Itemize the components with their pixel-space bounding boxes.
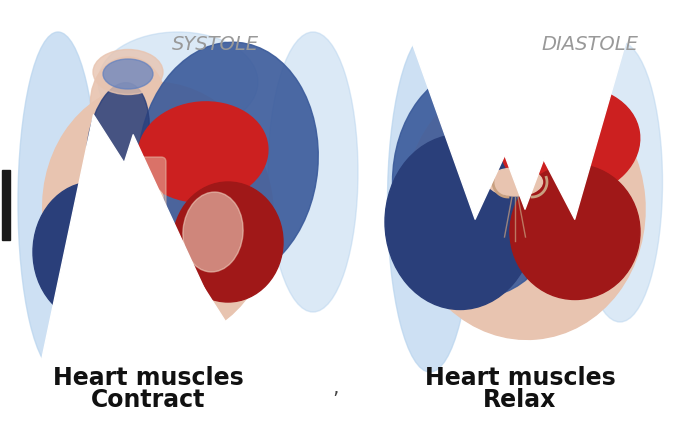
Ellipse shape: [488, 168, 543, 196]
Ellipse shape: [18, 32, 98, 372]
Ellipse shape: [473, 57, 537, 97]
Text: DIASTOLE: DIASTOLE: [541, 36, 639, 55]
Ellipse shape: [103, 59, 153, 89]
Ellipse shape: [113, 184, 163, 210]
Text: SYSTOLE: SYSTOLE: [172, 36, 259, 55]
Ellipse shape: [93, 49, 163, 94]
Ellipse shape: [33, 182, 153, 322]
Bar: [2, 170, 10, 240]
Ellipse shape: [98, 32, 258, 132]
Text: Relax: Relax: [484, 388, 556, 412]
Ellipse shape: [86, 83, 149, 201]
Ellipse shape: [43, 82, 273, 342]
Ellipse shape: [470, 47, 610, 137]
Text: Heart muscles: Heart muscles: [52, 366, 243, 390]
Ellipse shape: [392, 67, 567, 297]
Ellipse shape: [510, 165, 640, 300]
Ellipse shape: [405, 74, 645, 339]
Ellipse shape: [91, 57, 165, 147]
Ellipse shape: [138, 102, 268, 202]
Text: Heart muscles: Heart muscles: [425, 366, 616, 390]
Ellipse shape: [465, 55, 545, 139]
Ellipse shape: [495, 74, 535, 110]
Ellipse shape: [385, 135, 535, 310]
Ellipse shape: [173, 182, 283, 302]
Ellipse shape: [268, 32, 358, 312]
Ellipse shape: [577, 42, 663, 322]
FancyBboxPatch shape: [138, 157, 166, 287]
Text: ’: ’: [332, 391, 338, 410]
Ellipse shape: [138, 42, 318, 282]
Ellipse shape: [387, 32, 473, 372]
Ellipse shape: [183, 192, 243, 272]
Ellipse shape: [501, 87, 639, 197]
Text: Contract: Contract: [91, 388, 205, 412]
